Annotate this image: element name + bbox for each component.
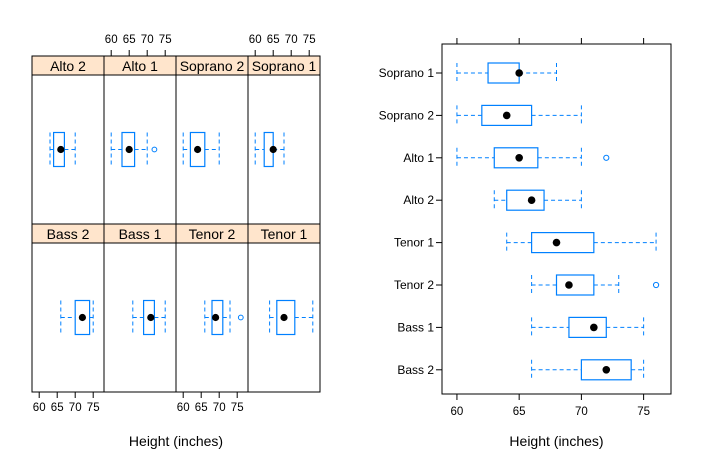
box (580, 359, 632, 381)
box (189, 131, 206, 168)
median-dot (515, 154, 523, 162)
tick-label: 65 (123, 34, 136, 46)
median-dot (565, 281, 573, 289)
panel-tenor-2: Tenor 2 (175, 223, 249, 392)
category-label: Soprano 1 (379, 66, 435, 80)
median-dot (269, 145, 277, 154)
outlier-point (652, 281, 660, 289)
tick-label: 60 (105, 34, 118, 46)
median-dot (515, 69, 523, 77)
strip-label: Tenor 1 (261, 226, 308, 242)
box-row-soprano-2: Soprano 2 (379, 104, 582, 127)
strip-label: Alto 1 (122, 58, 158, 74)
box (506, 189, 545, 211)
outlier-point (603, 154, 610, 161)
panel-alto-1: Alto 1 (103, 55, 177, 224)
tick-label: 60 (177, 402, 190, 414)
box-row-bass-1: Bass 1 (397, 316, 645, 338)
plot-frame (441, 43, 672, 395)
box-row-bass-2: Bass 2 (397, 359, 645, 381)
panel-soprano-2: Soprano 2 (175, 55, 249, 224)
tick-label: 65 (513, 406, 526, 418)
category-label: Bass 1 (397, 320, 434, 334)
strip-label: Bass 1 (119, 226, 162, 242)
median-dot (602, 366, 611, 374)
outlier-point (237, 314, 244, 321)
tick-label: 65 (195, 402, 208, 414)
median-dot (590, 323, 598, 332)
tick-label: 75 (231, 402, 244, 414)
box-row-alto-2: Alto 2 (403, 189, 582, 211)
median-dot (147, 313, 155, 322)
box (555, 274, 595, 296)
top-axis: 60 65 70 75 (105, 34, 172, 56)
panel-soprano-1: Soprano 1 (247, 55, 321, 224)
median-dot (212, 313, 220, 322)
median-dot (527, 196, 536, 204)
box (493, 147, 539, 169)
horizontal-boxplot-chart: 60 65 70 75 Soprano 1 Soprano 2 Alto 1 Alto 2 Te… (379, 38, 672, 449)
tick-label: 75 (637, 406, 650, 418)
box (487, 62, 520, 84)
panel-bass-2: Bass 2 (31, 223, 105, 392)
box (481, 104, 533, 127)
panel-tenor-1: Tenor 1 (247, 223, 321, 392)
strip-label: Tenor 2 (189, 226, 236, 242)
median-dot (280, 313, 288, 322)
top-axis: 60 65 70 75 (249, 34, 316, 56)
box (568, 316, 607, 338)
category-label: Alto 2 (403, 193, 434, 207)
tick-label: 70 (575, 406, 588, 418)
median-dot (78, 313, 86, 322)
x-axis-title: Height (inches) (509, 433, 603, 449)
tick-label: 60 (33, 402, 46, 414)
strip-label: Soprano 2 (180, 58, 245, 74)
box-row-tenor-1: Tenor 1 (394, 232, 657, 254)
strip-label: Bass 2 (47, 226, 90, 242)
tick-label: 65 (51, 402, 64, 414)
category-label: Alto 1 (403, 151, 434, 165)
box-row-tenor-2: Tenor 2 (394, 274, 660, 296)
panel-bass-1: Bass 1 (103, 223, 177, 392)
panel-alto-2: Alto 2 (31, 55, 105, 224)
tick-label: 75 (159, 34, 172, 46)
tick-label: 70 (69, 402, 82, 414)
strip-label: Soprano 1 (252, 58, 317, 74)
category-label: Bass 2 (397, 363, 434, 377)
x-axis-title: Height (inches) (129, 433, 223, 449)
trellis-boxplot-chart: Alto 2 Alto 1 Soprano 2 Soprano 1 Bass 2 Bass… (31, 34, 321, 449)
median-dot (57, 145, 65, 154)
tick-label: 65 (267, 34, 280, 46)
bottom-axis: 60 65 70 75 (33, 392, 100, 414)
tick-label: 60 (451, 406, 464, 418)
strip-label: Alto 2 (50, 58, 86, 74)
box-row-alto-1: Alto 1 (403, 147, 610, 169)
box (52, 131, 65, 168)
tick-label: 70 (213, 402, 226, 414)
tick-label: 70 (141, 34, 154, 46)
tick-label: 70 (285, 34, 298, 46)
tick-label: 75 (87, 402, 100, 414)
category-label: Tenor 1 (394, 236, 434, 250)
box (276, 299, 296, 336)
median-dot (194, 145, 202, 154)
box (531, 232, 595, 254)
box (74, 299, 91, 336)
category-label: Tenor 2 (394, 278, 434, 292)
median-dot (502, 111, 511, 120)
box (143, 299, 156, 336)
bottom-axis: 60 65 70 75 (177, 392, 244, 414)
category-label: Soprano 2 (379, 108, 435, 122)
tick-label: 75 (303, 34, 316, 46)
outlier-point (151, 146, 158, 153)
box (121, 131, 136, 168)
tick-label: 60 (249, 34, 262, 46)
median-dot (552, 238, 561, 247)
box (211, 299, 224, 336)
box-row-soprano-1: Soprano 1 (379, 62, 557, 84)
median-dot (125, 145, 133, 154)
